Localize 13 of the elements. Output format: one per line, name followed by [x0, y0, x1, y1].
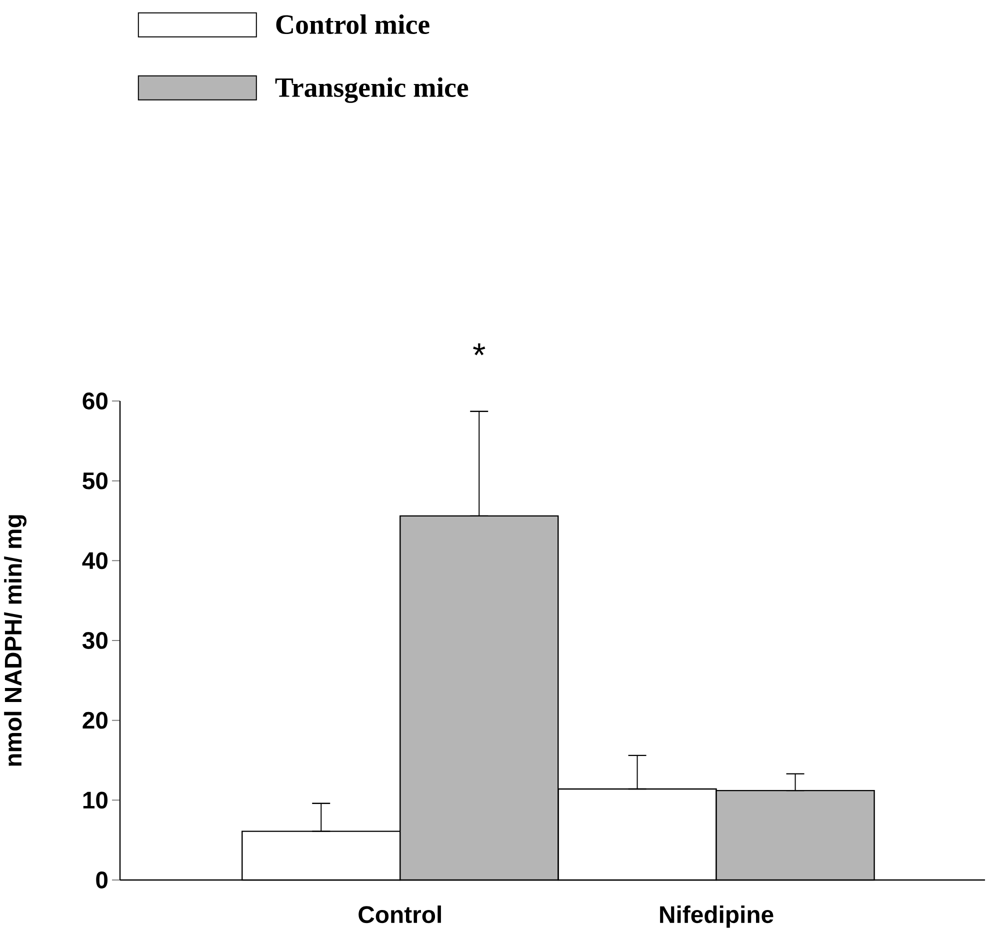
- x-tick-label: Control: [358, 906, 441, 924]
- legend-label: Control mice: [276, 14, 430, 34]
- y-tick-label: 10: [83, 792, 108, 809]
- y-axis-title: nmol NADPH/ min/ mg: [4, 515, 26, 766]
- y-tick-label: 60: [82, 392, 108, 410]
- y-tick-label: 0: [96, 872, 108, 888]
- legend-label: Transgenic mice: [275, 77, 468, 103]
- x-tick-label: Nifedipine: [660, 906, 774, 928]
- y-tick-label: 40: [82, 552, 108, 570]
- y-tick-label: 50: [82, 472, 108, 490]
- y-tick-label: 30: [82, 632, 108, 649]
- text: *: [473, 343, 486, 356]
- y-tick-label: 20: [82, 712, 108, 729]
